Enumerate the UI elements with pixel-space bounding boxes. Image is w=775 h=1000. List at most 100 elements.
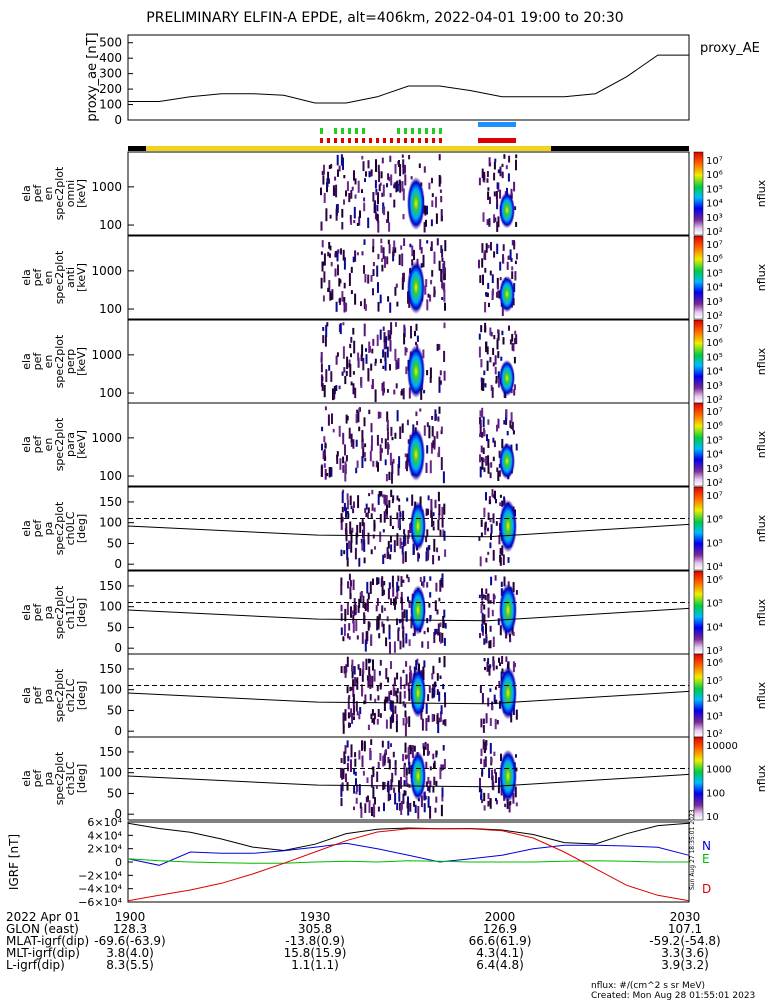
spectrogram-pixel xyxy=(406,459,408,472)
created-footer: Created: Mon Aug 28 01:55:01 2023 xyxy=(591,991,755,1000)
spectrogram-pixel xyxy=(427,786,430,791)
spectrogram-pixel xyxy=(364,457,367,462)
spectrogram-pixel xyxy=(387,389,389,393)
spectrogram-ylabel-line: pa xyxy=(42,606,55,620)
spectrogram-pixel xyxy=(505,409,508,418)
spectrogram-pixel xyxy=(324,468,327,480)
spectrogram-pixel xyxy=(338,165,341,172)
spectrogram-pixel xyxy=(444,692,446,698)
igrf-legend: NED xyxy=(702,839,711,896)
spectrogram-pixel xyxy=(400,591,403,601)
igrf-ytick-label: −4×10⁴ xyxy=(78,883,122,896)
spectrogram-pixel xyxy=(361,456,364,468)
spectrogram-pixel xyxy=(481,243,484,253)
spectrogram-pixel xyxy=(349,215,352,223)
loss-cone-solid-line xyxy=(127,607,690,622)
spectrogram-pixel xyxy=(376,685,379,692)
spectrogram-ylabel-line: pef xyxy=(31,603,44,622)
spectrogram-pixel xyxy=(481,168,484,178)
spectrogram-pixel xyxy=(377,618,380,630)
spectrogram-pixel xyxy=(372,192,375,202)
spectrogram-pixel xyxy=(398,498,401,502)
spectrogram-pixel xyxy=(487,527,489,532)
spectrogram-pixel xyxy=(387,239,390,245)
spectrogram-pixel xyxy=(489,600,492,604)
spectrogram-pixel xyxy=(361,519,364,524)
spectrogram-pixel xyxy=(511,271,514,279)
spectrogram-pixel xyxy=(383,589,385,595)
spectrogram-pixel xyxy=(372,269,375,276)
spectrogram-pixel xyxy=(478,594,481,599)
igrf-legend-e: E xyxy=(702,852,710,866)
spectrogram-pixel xyxy=(395,283,398,288)
spectrogram-pixel xyxy=(361,155,364,160)
spectrogram-pixel xyxy=(375,191,378,196)
spectrogram-pixel xyxy=(321,261,324,272)
spectrogram-pixel xyxy=(507,173,510,182)
spectrogram-pixel xyxy=(392,525,394,530)
colorbar xyxy=(693,402,704,487)
spectrogram-pixel xyxy=(383,342,386,350)
proxy-ae-frame xyxy=(127,34,690,121)
spectrogram-pixel xyxy=(390,536,392,543)
spectrogram-pixel xyxy=(387,588,390,600)
eclipse-bar-left xyxy=(128,146,146,151)
spectrogram-pixel xyxy=(344,470,347,482)
sci-red-tick xyxy=(320,138,323,143)
spectrogram-pixel xyxy=(346,493,349,500)
spectrogram-pixel xyxy=(425,219,427,227)
spectrogram-pixel xyxy=(481,407,484,418)
spectrogram-pixel xyxy=(515,334,518,345)
spectrogram-pixel xyxy=(430,442,433,454)
orbit-table-cell: 305.8 xyxy=(298,922,332,936)
spectrogram-pixel xyxy=(335,184,338,198)
spectrogram-pixel xyxy=(364,274,367,283)
spectrogram-pixel xyxy=(436,673,439,681)
spectrogram-pixel xyxy=(442,282,445,291)
spectrogram-pixel xyxy=(480,381,483,391)
spectrogram-pixel xyxy=(358,407,361,412)
spectrogram-pixel xyxy=(487,244,490,249)
spectrogram-pixel xyxy=(402,793,405,804)
spectrogram-pixel xyxy=(358,216,361,226)
spectrogram-pixel xyxy=(405,348,408,353)
spectrogram-pixel xyxy=(489,327,492,336)
spectrogram-pixel xyxy=(341,208,344,218)
spectrogram-pixel xyxy=(491,775,494,785)
spectrogram-pixel xyxy=(335,385,338,391)
spectrogram-pixel xyxy=(488,640,491,649)
spectrogram-pixel xyxy=(493,161,496,170)
spectrogram-background xyxy=(128,487,689,570)
spectrogram-pixel xyxy=(353,598,356,604)
spectrogram-pixel xyxy=(391,472,393,484)
spectrogram-pixel xyxy=(352,371,355,375)
spectrogram-pixel xyxy=(388,691,391,702)
spectrogram-pixel xyxy=(392,247,395,254)
spectrogram-pixel xyxy=(482,739,485,750)
spectrogram-pixel xyxy=(492,549,495,561)
proxy-ytick-label: 400 xyxy=(99,51,122,65)
spectrogram-pixel xyxy=(374,358,377,364)
spectrogram-pixel xyxy=(350,505,353,510)
spectrogram-pixel xyxy=(398,504,401,512)
spectrogram-pixel xyxy=(440,196,443,203)
orbit-table-cell: 1930 xyxy=(300,910,331,924)
spectrogram-pixel xyxy=(485,713,488,724)
colorbar-tick-label: 10⁶ xyxy=(706,658,723,669)
flux-enhancement xyxy=(499,275,515,313)
spectrogram-pixel xyxy=(497,418,500,429)
spectrogram-pixel xyxy=(372,460,375,467)
spectrogram-pixel xyxy=(346,356,349,370)
spectrogram-ylabel-line: pef xyxy=(31,769,44,788)
spectrogram-ytick-label: 0 xyxy=(114,641,122,655)
spectrogram-pixel xyxy=(482,212,485,222)
spectrogram-pixel xyxy=(327,251,330,257)
spectrogram-pixel xyxy=(342,636,345,642)
spectrogram-pixel xyxy=(491,290,494,300)
spectrogram-pixel xyxy=(351,712,354,724)
spectrogram-pixel xyxy=(329,245,332,251)
spectrogram-pixel xyxy=(377,494,380,505)
spectrogram-pixel xyxy=(440,804,443,817)
spectrogram-pixel xyxy=(433,776,436,785)
